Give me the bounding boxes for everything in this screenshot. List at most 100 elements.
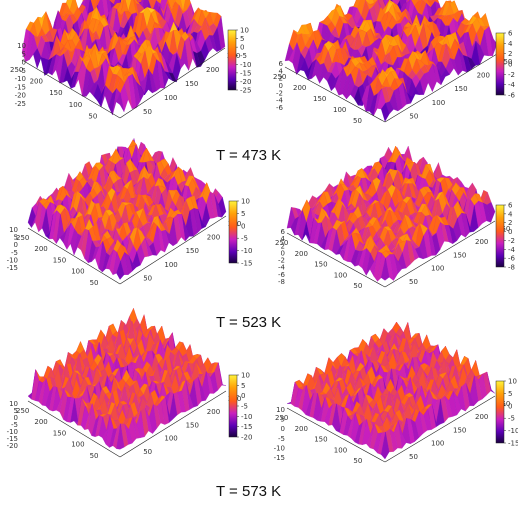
x-tick-label: 50 [409,112,418,120]
surface-facet [116,92,125,112]
z-tick-label: 6 [279,60,284,68]
colorbar-tick-label: -10 [240,61,251,69]
z-tick-label: -6 [278,271,286,279]
x-tick-label: 150 [454,85,467,93]
surface-panel-5: 50100150200250501001502002501050-5-10-15… [274,321,518,465]
colorbar-tick-label: 6 [508,202,513,210]
x-tick-label: 200 [477,72,490,80]
y-tick-label: 200 [30,78,43,86]
colorbar-tick-label: -15 [240,69,251,77]
z-tick-label: 10 [17,42,26,50]
y-tick-label: 200 [295,250,308,258]
z-tick-label: 5 [22,50,26,58]
colorbar-tick-label: -8 [508,264,515,272]
x-tick-label: 200 [475,413,488,421]
colorbar-tick-label: 5 [241,210,245,218]
z-tick-label: -4 [276,97,284,105]
z-tick-label: 10 [9,226,18,234]
colorbar [227,29,237,91]
z-tick-label: -25 [15,100,26,108]
x-tick-label: 50 [143,448,152,456]
colorbar [495,204,505,268]
colorbar-tick-label: -20 [241,434,252,442]
z-tick-label: 5 [281,416,285,424]
colorbar-tick-label: -5 [240,52,247,60]
colorbar-tick-label: 5 [241,382,245,390]
z-tick-label: -20 [15,92,26,100]
y-tick-label: 250 [16,234,29,242]
colorbar [495,32,505,96]
y-tick-label: 50 [353,457,362,465]
colorbar-tick-label: 6 [508,30,513,38]
x-tick-label: 100 [431,440,444,448]
y-axis-line [286,232,386,288]
colorbar-tick-label: -10 [241,247,252,255]
y-tick-label: 100 [71,441,84,449]
colorbar-tick-label: -10 [241,413,252,421]
colorbar-tick-label: 10 [241,198,250,206]
colorbar-tick-label: 10 [240,27,249,35]
y-tick-label: 50 [353,282,362,290]
x-axis-line [119,215,227,285]
y-tick-label: 150 [49,89,62,97]
x-tick-label: 150 [186,421,199,429]
y-tick-label: 150 [314,436,327,444]
x-tick-label: 150 [453,251,466,259]
z-tick-label: -20 [7,442,18,450]
z-tick-label: -5 [11,249,18,257]
z-tick-label: 0 [22,59,26,67]
z-tick-label: -2 [276,89,283,97]
colorbar-tick-label: -6 [508,255,516,263]
y-tick-label: 250 [16,407,29,415]
z-tick-label: -15 [15,83,26,91]
surface-facet [381,102,390,122]
z-tick-label: 0 [281,249,285,257]
y-tick-label: 50 [90,279,99,287]
x-tick-label: 200 [207,234,220,242]
x-tick-label: 200 [207,408,220,416]
x-tick-label: 150 [186,247,199,255]
surface-facet [159,0,162,4]
y-tick-label: 150 [53,429,66,437]
x-tick-label: 250 [499,58,512,66]
y-tick-label: 50 [90,452,99,460]
y-axis-line [284,66,386,123]
colorbar-tick-label: -4 [508,246,516,254]
surface-facet [381,258,390,281]
colorbar-tick-label: -2 [508,71,515,79]
z-tick-label: -4 [278,264,286,272]
y-tick-label: 200 [295,425,308,433]
x-tick-label: 100 [164,435,177,443]
y-tick-label: 100 [69,101,82,109]
y-tick-label: 100 [71,268,84,276]
surface-panel-4: 50100150200250501001502002501050-5-10-15… [7,308,252,460]
x-tick-label: 100 [164,94,177,102]
colorbar-tick-label: 0 [508,228,512,236]
z-tick-label: 0 [14,241,18,249]
colorbar-tick-label: 2 [508,50,512,58]
colorbar-tick-label: -15 [508,440,518,448]
y-tick-label: 250 [273,73,286,81]
row-title-573k: T = 573 K [216,483,281,500]
z-tick-label: -5 [278,435,285,443]
y-axis-line [21,59,121,119]
x-tick-label: 100 [432,99,445,107]
row-title-473k: T = 473 K [216,147,281,164]
z-tick-label: 2 [279,75,283,83]
colorbar-tick-label: -25 [240,87,251,95]
colorbar-tick-label: 0 [241,392,245,400]
y-tick-label: 100 [334,271,347,279]
x-axis-line [119,47,226,119]
colorbar-tick-label: 0 [508,61,512,69]
surface-facet [180,0,186,12]
x-tick-label: 50 [409,278,418,286]
colorbar [228,374,238,438]
colorbar-tick-label: 0 [240,44,244,52]
z-tick-label: -10 [15,75,26,83]
y-tick-label: 150 [53,256,66,264]
surface-panel-3: 50100150200250501001502002506420-2-4-6-8… [275,145,516,290]
colorbar-tick-label: 5 [240,35,244,43]
z-tick-label: -5 [19,67,26,75]
colorbar-tick-label: -10 [508,427,518,435]
y-tick-label: 50 [88,112,97,120]
